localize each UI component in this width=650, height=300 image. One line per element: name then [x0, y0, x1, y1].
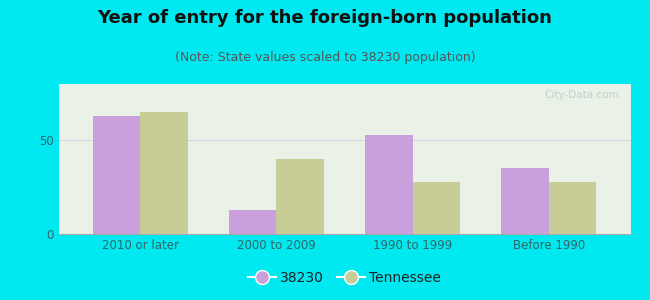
Bar	[549, 182, 597, 234]
Bar	[92, 116, 140, 234]
Text: (Note: State values scaled to 38230 population): (Note: State values scaled to 38230 popu…	[175, 51, 475, 64]
Bar	[276, 159, 324, 234]
Bar	[229, 210, 276, 234]
Bar	[365, 135, 413, 234]
Legend: 38230, Tennessee: 38230, Tennessee	[242, 265, 447, 290]
Bar	[413, 182, 460, 234]
Text: Year of entry for the foreign-born population: Year of entry for the foreign-born popul…	[98, 9, 552, 27]
Bar	[501, 168, 549, 234]
Text: City-Data.com: City-Data.com	[544, 90, 619, 100]
Bar	[140, 112, 188, 234]
